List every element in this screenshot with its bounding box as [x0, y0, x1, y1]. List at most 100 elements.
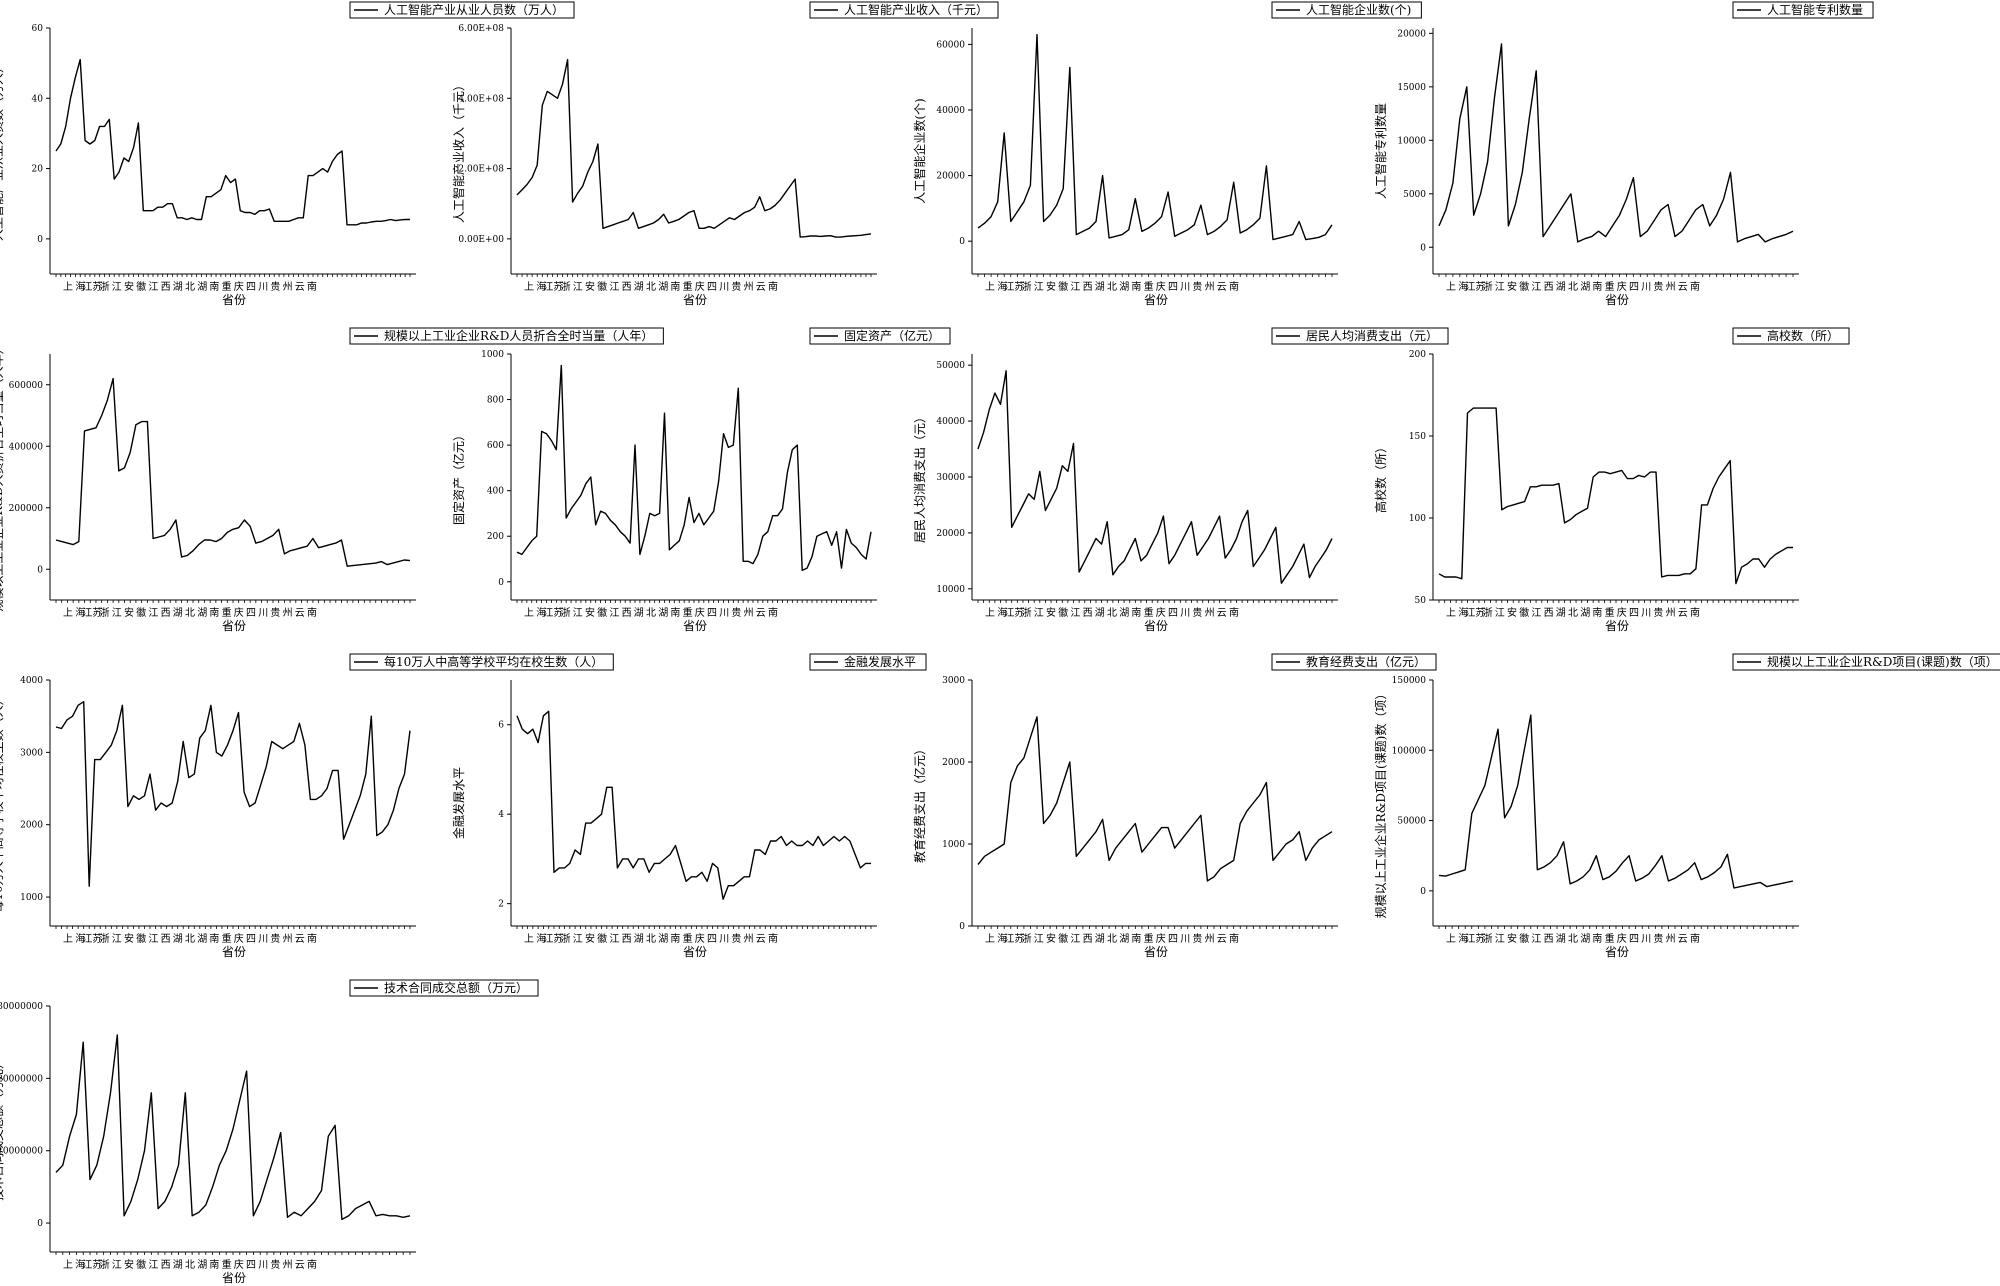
- x-category-label: 江: [1034, 933, 1044, 945]
- x-category-label: 海: [1458, 280, 1468, 293]
- x-category-label: 庆: [234, 280, 244, 293]
- x-category-label: 湖: [1556, 281, 1566, 293]
- y-tick-label: 20: [32, 165, 44, 175]
- x-category-label: 安: [1507, 932, 1517, 945]
- y-tick-label: 1000: [20, 893, 43, 903]
- chart-panel-5: 0200000400000600000上 海江苏浙江安徽江西湖北湖南重庆四川贵州云…: [0, 327, 664, 633]
- x-category-label: 徽: [597, 932, 607, 945]
- x-category-label: 北: [185, 933, 195, 945]
- x-category-label: 江苏: [1004, 280, 1024, 293]
- x-category-label: 重: [1605, 280, 1615, 293]
- y-tick-label: 400000: [9, 442, 44, 452]
- legend-box: [349, 653, 614, 671]
- x-category-label: 上: [985, 281, 995, 293]
- x-category-label: 海: [75, 606, 85, 619]
- series-line: [977, 33, 1333, 241]
- legend-label: 教育经费支出（亿元）: [1306, 654, 1426, 669]
- x-category-label: 重: [1144, 932, 1154, 945]
- y-tick-label: 20000: [936, 172, 965, 182]
- y-tick-label: 50000: [1397, 817, 1426, 827]
- x-category-label: 西: [1083, 934, 1093, 945]
- x-category-label: 州: [283, 607, 293, 619]
- y-tick-label: 200000: [9, 504, 44, 514]
- y-tick-label: 2000: [942, 758, 965, 768]
- x-category-label: 贵: [1192, 280, 1202, 293]
- x-category-label: 北: [646, 281, 656, 293]
- legend: 金融发展水平: [809, 653, 927, 671]
- y-axis-title: 规模以上工业企业R&D项目(课题)数（项）: [1373, 688, 1388, 919]
- x-category-label: 贵: [270, 932, 280, 945]
- x-category-label: 州: [283, 281, 293, 293]
- legend-label: 人工智能产业收入（千元）: [844, 2, 988, 17]
- x-category-label: 庆: [1617, 932, 1627, 945]
- x-category-label: 川: [258, 608, 268, 619]
- x-category-label: 川: [1180, 282, 1190, 293]
- x-category-label: 湖: [1556, 933, 1566, 945]
- x-category-label: 川: [1641, 608, 1651, 619]
- x-category-label: 江: [148, 1259, 158, 1271]
- legend-box: [809, 1, 999, 19]
- x-category-label: 上: [63, 607, 73, 619]
- x-category-label: 江: [1034, 281, 1044, 293]
- x-category-label: 川: [1641, 934, 1651, 945]
- x-category-label: 海: [75, 932, 85, 945]
- y-axis-title: 技术合同成交总额（万元）: [0, 1057, 5, 1201]
- x-category-label: 江: [1495, 933, 1505, 945]
- y-tick-label: 150000: [1392, 676, 1427, 686]
- x-category-label: 重: [1605, 606, 1615, 619]
- y-tick-label: 0.00E+00: [458, 235, 504, 245]
- legend: 高校数（所）: [1732, 327, 1850, 345]
- x-category-label: 重: [1144, 280, 1154, 293]
- x-category-label: 川: [1180, 608, 1190, 619]
- x-category-label: 北: [185, 1259, 195, 1271]
- chart-panel-8: 50100150200上 海江苏浙江安徽江西湖北湖南重庆四川贵州云南省份高校数（所…: [1373, 327, 1850, 633]
- series-line: [1438, 43, 1794, 243]
- legend-box: [809, 653, 927, 671]
- y-tick-label: 0: [37, 235, 43, 245]
- legend-label: 人工智能企业数(个): [1306, 2, 1411, 17]
- y-tick-label: 0: [498, 578, 504, 588]
- x-category-label: 江: [1070, 933, 1080, 945]
- y-tick-label: 600000: [9, 381, 44, 391]
- x-category-label: 贵: [1192, 932, 1202, 945]
- x-category-label: 北: [646, 933, 656, 945]
- x-category-label: 上: [985, 607, 995, 619]
- x-category-label: 浙: [100, 281, 110, 293]
- x-category-label: 江苏: [1465, 932, 1485, 945]
- x-category-label: 云: [756, 934, 766, 945]
- x-category-label: 贵: [731, 606, 741, 619]
- x-category-label: 海: [75, 1258, 85, 1271]
- x-category-label: 上: [63, 933, 73, 945]
- x-category-label: 湖: [1580, 607, 1590, 619]
- x-category-label: 上: [524, 281, 534, 293]
- x-axis-title: 省份: [683, 293, 707, 307]
- x-category-label: 南: [1229, 280, 1239, 293]
- x-category-label: 安: [585, 932, 595, 945]
- x-category-label: 川: [719, 608, 729, 619]
- x-category-label: 徽: [1058, 606, 1068, 619]
- x-category-label: 安: [124, 606, 134, 619]
- x-category-label: 云: [1217, 282, 1227, 293]
- x-category-label: 上: [985, 933, 995, 945]
- y-axis-title: 人工智能产业从业人员数（万人）: [0, 61, 5, 241]
- x-category-label: 南: [307, 1258, 317, 1271]
- x-category-label: 湖: [634, 933, 644, 945]
- y-axis-title: 固定资产（亿元）: [451, 429, 466, 525]
- x-category-label: 湖: [1095, 607, 1105, 619]
- x-category-label: 重: [683, 606, 693, 619]
- x-category-label: 湖: [1119, 281, 1129, 293]
- x-category-label: 上: [1446, 607, 1456, 619]
- x-category-label: 湖: [1095, 933, 1105, 945]
- x-category-label: 南: [209, 1258, 219, 1271]
- x-category-label: 云: [1217, 934, 1227, 945]
- legend-box: [1732, 653, 2000, 671]
- x-category-label: 贵: [731, 280, 741, 293]
- x-category-label: 重: [222, 606, 232, 619]
- x-category-label: 贵: [270, 280, 280, 293]
- x-category-label: 徽: [1058, 932, 1068, 945]
- chart-panel-10: 246上 海江苏浙江安徽江西湖北湖南重庆四川贵州云南省份金融发展水平金融发展水平: [451, 653, 927, 959]
- x-category-label: 州: [1666, 607, 1676, 619]
- x-category-label: 庆: [695, 606, 705, 619]
- x-category-label: 北: [1107, 607, 1117, 619]
- x-category-label: 徽: [136, 606, 146, 619]
